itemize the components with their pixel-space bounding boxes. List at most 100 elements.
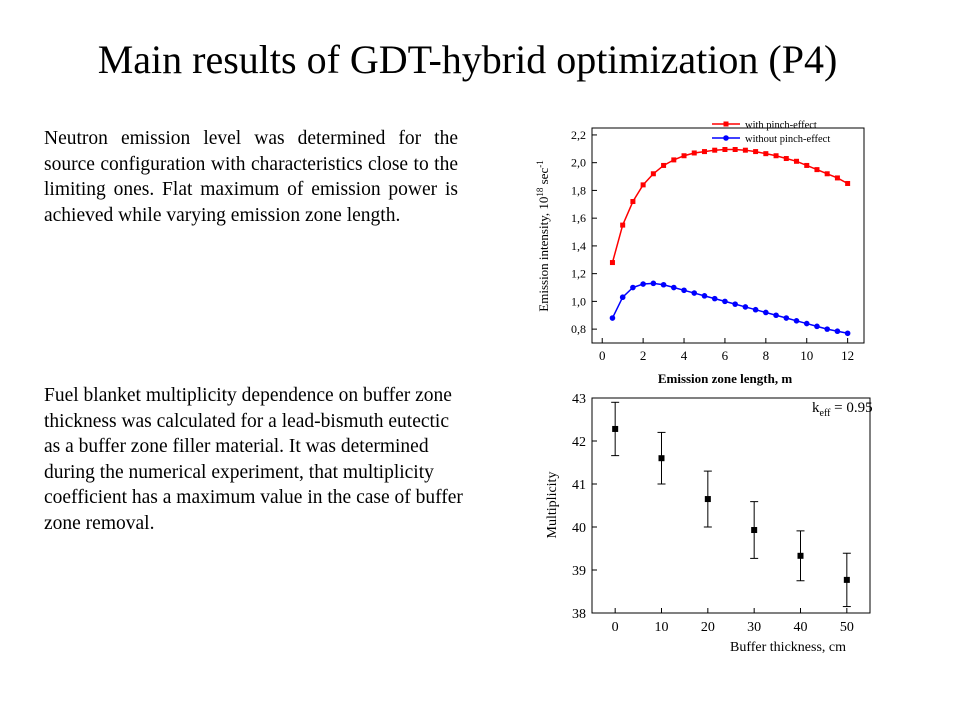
data-point <box>630 284 636 291</box>
x-tick-label: 2 <box>640 348 647 363</box>
data-point <box>742 304 749 310</box>
x-tick-label: 10 <box>655 620 669 635</box>
x-tick-label: 30 <box>747 620 761 635</box>
data-point <box>834 328 841 335</box>
y-axis-label: Multiplicity <box>545 472 560 539</box>
x-tick-label: 8 <box>763 348 770 363</box>
x-tick-label: 4 <box>681 348 688 363</box>
x-tick-label: 6 <box>722 348 729 363</box>
data-point <box>711 295 718 302</box>
y-tick-label: 1,4 <box>571 239 586 253</box>
data-point <box>658 455 665 462</box>
x-axis-label: Emission zone length, m <box>658 371 793 386</box>
legend-label: without pinch-effect <box>745 134 830 145</box>
y-tick-label: 43 <box>572 392 586 407</box>
data-point <box>640 281 646 287</box>
data-point <box>712 147 718 153</box>
data-point <box>660 281 667 288</box>
data-point <box>834 175 840 181</box>
x-tick-label: 0 <box>599 348 606 363</box>
data-point <box>753 149 759 155</box>
data-point <box>609 260 615 266</box>
x-tick-label: 40 <box>794 620 808 635</box>
data-point <box>824 171 830 177</box>
data-point <box>797 552 804 559</box>
data-point <box>751 527 758 534</box>
data-point <box>824 326 830 332</box>
y-tick-label: 1,6 <box>571 211 586 225</box>
legend-swatch-marker <box>723 121 729 127</box>
y-tick-label: 40 <box>572 521 586 536</box>
x-tick-label: 10 <box>800 348 813 363</box>
data-point <box>814 323 820 330</box>
legend-swatch-marker <box>723 135 729 141</box>
y-tick-label: 0,8 <box>571 322 586 336</box>
data-point <box>793 318 800 324</box>
data-point <box>763 151 769 157</box>
legend-label: with pinch-effect <box>745 120 817 131</box>
multiplicity-chart: 0 10 20 30 40 50 38 39 40 41 42 43 keff = 0.95 Buf… <box>545 392 873 655</box>
data-point <box>661 162 667 168</box>
x-tick-label: 0 <box>612 620 619 635</box>
data-point <box>783 315 790 321</box>
data-point <box>630 199 636 205</box>
data-point <box>691 150 697 156</box>
data-point <box>609 315 616 321</box>
y-tick-label: 1,0 <box>571 294 586 308</box>
data-point <box>704 496 711 503</box>
x-axis-label: Buffer thickness, cm <box>730 640 846 655</box>
slide-title: Main results of GDT-hybrid optimization … <box>97 37 838 82</box>
data-point <box>752 306 759 313</box>
data-point <box>732 147 738 152</box>
data-point <box>844 330 851 337</box>
y-tick-label: 39 <box>572 564 586 579</box>
data-point <box>773 153 779 159</box>
y-tick-label: 2,2 <box>571 128 586 142</box>
x-tick-label: 20 <box>701 620 715 635</box>
series-line <box>611 282 848 335</box>
data-point <box>794 158 800 164</box>
data-point <box>671 284 677 291</box>
y-tick-label: 2,0 <box>571 156 586 170</box>
y-axis-label: Emission intensity, 1018 sec-1 <box>535 160 551 311</box>
y-tick-label: 1,2 <box>571 267 586 281</box>
multiplicity-description: Fuel blanket multiplicity dependence on … <box>44 385 463 534</box>
data-point <box>845 180 851 186</box>
data-point <box>763 309 769 316</box>
data-point <box>671 157 677 163</box>
x-tick-label: 50 <box>840 620 854 635</box>
data-point <box>701 293 708 299</box>
keff-annotation: keff = 0.95 <box>812 400 873 419</box>
data-point <box>612 425 619 432</box>
emission-description: Neutron emission level was determined fo… <box>44 128 458 226</box>
plot-frame <box>591 127 865 344</box>
data-point <box>732 301 738 307</box>
data-point <box>701 149 707 155</box>
data-point <box>803 320 810 327</box>
data-point <box>681 287 687 294</box>
x-tick-label: 12 <box>841 348 854 363</box>
y-tick-label: 1,8 <box>571 183 586 197</box>
y-tick-label: 38 <box>572 607 586 622</box>
data-point <box>691 290 698 296</box>
data-point <box>722 298 728 305</box>
data-point <box>783 156 789 162</box>
data-point <box>640 182 646 188</box>
data-point <box>773 312 779 319</box>
emission-intensity-chart: 0 2 4 6 8 10 12 0,8 1,0 1,2 1,4 1,6 1,8 2,0 2,2 with … <box>535 120 865 386</box>
y-tick-label: 42 <box>572 435 586 450</box>
data-point <box>619 294 626 301</box>
data-point <box>843 576 850 583</box>
data-point <box>742 147 748 153</box>
data-point <box>620 222 626 228</box>
plot-frame <box>591 397 871 614</box>
data-point <box>650 171 656 177</box>
data-point <box>722 147 728 152</box>
legend: with pinch-effect without pinch-effect <box>712 120 830 145</box>
data-point <box>681 153 687 159</box>
data-point <box>804 162 810 168</box>
data-point <box>814 167 820 173</box>
series-line <box>611 148 848 263</box>
y-tick-label: 41 <box>572 478 586 493</box>
data-point <box>650 280 657 287</box>
